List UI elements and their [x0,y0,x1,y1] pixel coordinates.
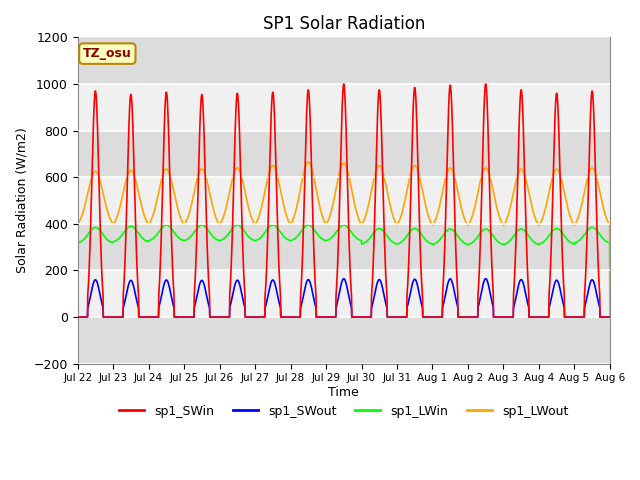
Bar [77,224,610,270]
Bar [77,177,610,224]
sp1_LWout [574,216,582,221]
X-axis label: Time: Time [328,386,359,399]
sp1_SWout [606,314,614,320]
sp1_LWin [606,314,614,320]
sp1_LWin [559,231,567,237]
Line: sp1_LWout: sp1_LWout [77,162,610,317]
sp1_LWout [559,183,567,189]
sp1_LWin [499,241,506,247]
Title: SP1 Solar Radiation: SP1 Solar Radiation [262,15,425,33]
sp1_LWout [499,221,506,227]
sp1_SWin [499,314,506,320]
sp1_SWin [574,314,582,320]
sp1_SWout [371,292,378,298]
sp1_LWout [222,205,230,211]
Bar [77,37,610,84]
Text: TZ_osu: TZ_osu [83,47,132,60]
sp1_SWout [574,314,582,320]
sp1_LWin [371,228,378,234]
sp1_LWin [223,234,230,240]
sp1_SWin [74,314,81,320]
sp1_SWout [499,314,506,320]
sp1_SWin [482,81,490,87]
sp1_SWout [222,314,230,320]
sp1_SWin [371,223,378,228]
sp1_LWout [371,173,378,179]
Bar [77,270,610,317]
sp1_SWin [559,270,567,276]
sp1_LWin [163,222,170,228]
sp1_LWout [305,159,312,165]
Bar [77,84,610,131]
sp1_LWin [359,240,367,246]
Legend: sp1_SWin, sp1_SWout, sp1_LWin, sp1_LWout: sp1_SWin, sp1_SWout, sp1_LWin, sp1_LWout [115,400,573,423]
sp1_LWout [74,221,81,227]
sp1_LWout [606,314,614,320]
Line: sp1_LWin: sp1_LWin [77,225,610,317]
sp1_SWout [359,314,367,320]
sp1_SWin [222,314,230,320]
Bar [77,317,610,364]
sp1_SWout [559,300,567,306]
sp1_LWout [359,219,367,225]
Bar [77,131,610,177]
Line: sp1_SWout: sp1_SWout [77,278,610,317]
sp1_SWin [359,314,367,320]
sp1_SWin [606,314,614,320]
sp1_SWout [74,314,81,320]
sp1_LWin [574,239,582,244]
Y-axis label: Solar Radiation (W/m2): Solar Radiation (W/m2) [15,128,28,274]
sp1_LWin [74,240,81,246]
Line: sp1_SWin: sp1_SWin [77,84,610,317]
sp1_SWout [482,276,490,281]
